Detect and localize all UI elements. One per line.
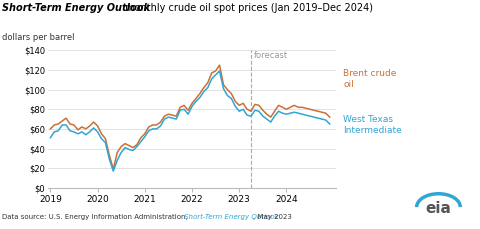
Text: Brent crude
oil: Brent crude oil <box>343 69 396 89</box>
Text: West Texas
Intermediate: West Texas Intermediate <box>343 114 402 135</box>
Text: Data source: U.S. Energy Information Administration,: Data source: U.S. Energy Information Adm… <box>2 214 191 220</box>
Text: dollars per barrel: dollars per barrel <box>2 33 75 42</box>
Text: eia: eia <box>426 201 451 216</box>
Text: , May 2023: , May 2023 <box>253 214 292 220</box>
Text: Short-Term Energy Outlook: Short-Term Energy Outlook <box>184 214 278 220</box>
Text: forecast: forecast <box>254 51 288 60</box>
Text: monthly crude oil spot prices (Jan 2019–Dec 2024): monthly crude oil spot prices (Jan 2019–… <box>122 3 373 14</box>
Text: Short-Term Energy Outlook: Short-Term Energy Outlook <box>2 3 150 14</box>
